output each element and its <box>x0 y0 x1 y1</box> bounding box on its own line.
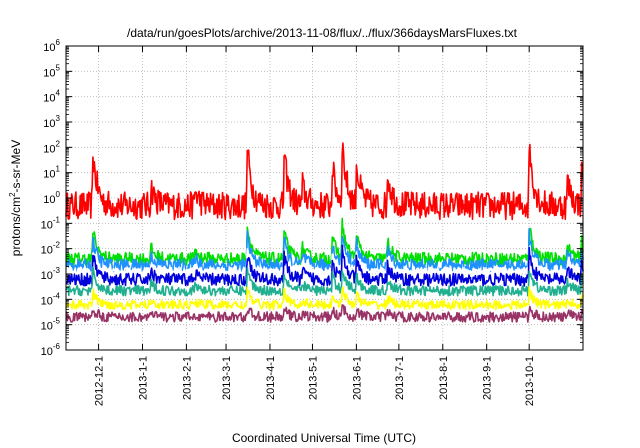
y-tick-label: 106 <box>43 38 60 54</box>
y-tick-label: 102 <box>43 139 60 155</box>
axis-ticks <box>66 45 583 351</box>
y-tick-label: 10-2 <box>41 241 61 257</box>
y-tick-label: 101 <box>43 165 60 181</box>
x-tick-label: 2013-10-1 <box>524 356 536 406</box>
y-tick-label: 10-6 <box>41 342 61 358</box>
y-tick-label: 105 <box>43 63 60 79</box>
y-tick-label: 10-4 <box>41 291 61 307</box>
x-tick-label: 2013-1-1 <box>137 356 149 400</box>
series-group <box>65 142 584 323</box>
series-line-7 <box>65 286 584 311</box>
series-line-8 <box>65 304 584 323</box>
x-tick-label: 2013-4-1 <box>265 356 277 400</box>
series-line-5 <box>65 244 584 287</box>
x-tick-label: 2013-6-1 <box>351 356 363 400</box>
y-axis-label-tail: -s-sr-MeV <box>9 140 23 193</box>
y-tick-label: 104 <box>43 89 60 105</box>
y-axis-label-main: protons/cm <box>9 197 23 256</box>
chart-title: /data/run/goesPlots/archive/2013-11-08/f… <box>127 26 518 40</box>
x-tick-label: 2013-7-1 <box>394 356 406 400</box>
series-line-4 <box>65 245 584 278</box>
series-line-2 <box>65 217 584 266</box>
series-line-6 <box>65 266 584 297</box>
x-tick-label: 2012-12-1 <box>94 356 106 406</box>
x-axis-label: Coordinated Universal Time (UTC) <box>232 431 416 445</box>
x-tick-label: 2013-5-1 <box>307 356 319 400</box>
y-axis-label-sup: 2 <box>8 192 17 197</box>
x-tick-labels: 2012-12-1 2013-1-1 2013-2-1 2013-3-1 2013-4-… <box>94 356 537 406</box>
x-tick-label: 2013-3-1 <box>221 356 233 400</box>
x-tick-label: 2013-8-1 <box>438 356 450 400</box>
series-line-1 <box>65 142 584 221</box>
y-tick-label: 10-1 <box>41 215 61 231</box>
y-tick-labels: 10-6 10-5 10-4 10-3 10-2 10-1 100 101 102 103 104 1… <box>41 38 61 358</box>
series-line-3 <box>65 227 584 273</box>
y-tick-label: 10-3 <box>41 266 61 282</box>
x-tick-label: 2013-2-1 <box>181 356 193 400</box>
x-tick-label: 2013-9-1 <box>482 356 494 400</box>
y-tick-label: 10-5 <box>41 317 61 333</box>
y-tick-label: 100 <box>43 190 60 206</box>
y-axis-label: protons/cm2-s-sr-MeV <box>8 140 23 256</box>
y-tick-label: 103 <box>43 114 60 130</box>
